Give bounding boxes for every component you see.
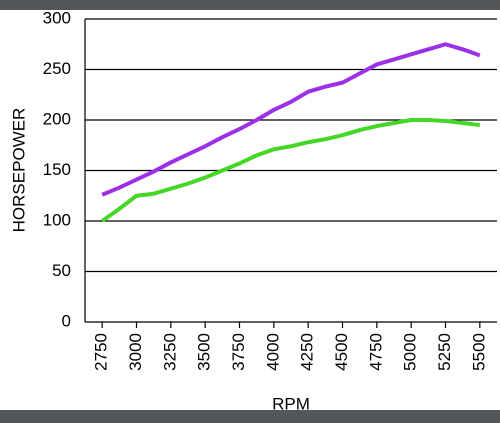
y-tick-label: 250 — [43, 59, 71, 78]
y-tick-label: 200 — [43, 109, 71, 128]
bottom-border — [0, 410, 500, 423]
x-axis-label: RPM — [272, 394, 310, 413]
x-tick-label: 3750 — [229, 333, 248, 371]
x-tick-label: 3000 — [126, 333, 145, 371]
top-border — [0, 0, 500, 10]
x-tick-label: 3250 — [160, 333, 179, 371]
x-tick-label: 4000 — [263, 333, 282, 371]
x-tick-label: 2750 — [92, 333, 111, 371]
x-tick-label: 3500 — [195, 333, 214, 371]
y-tick-label: 100 — [43, 210, 71, 229]
x-tick-label: 5000 — [401, 333, 420, 371]
line-series — [101, 42, 481, 197]
y-tick-label: 150 — [43, 160, 71, 179]
x-tick-label: 5500 — [469, 333, 488, 371]
x-tick-label: 4250 — [298, 333, 317, 371]
line-series — [101, 118, 481, 223]
y-tick-label: 0 — [62, 311, 71, 330]
y-tick-label: 300 — [43, 8, 71, 27]
x-tick-label: 4750 — [366, 333, 385, 371]
x-tick-label: 5250 — [435, 333, 454, 371]
x-tick-label: 4500 — [332, 333, 351, 371]
y-tick-label: 50 — [52, 261, 71, 280]
y-axis-label: HORSEPOWER — [9, 108, 28, 233]
